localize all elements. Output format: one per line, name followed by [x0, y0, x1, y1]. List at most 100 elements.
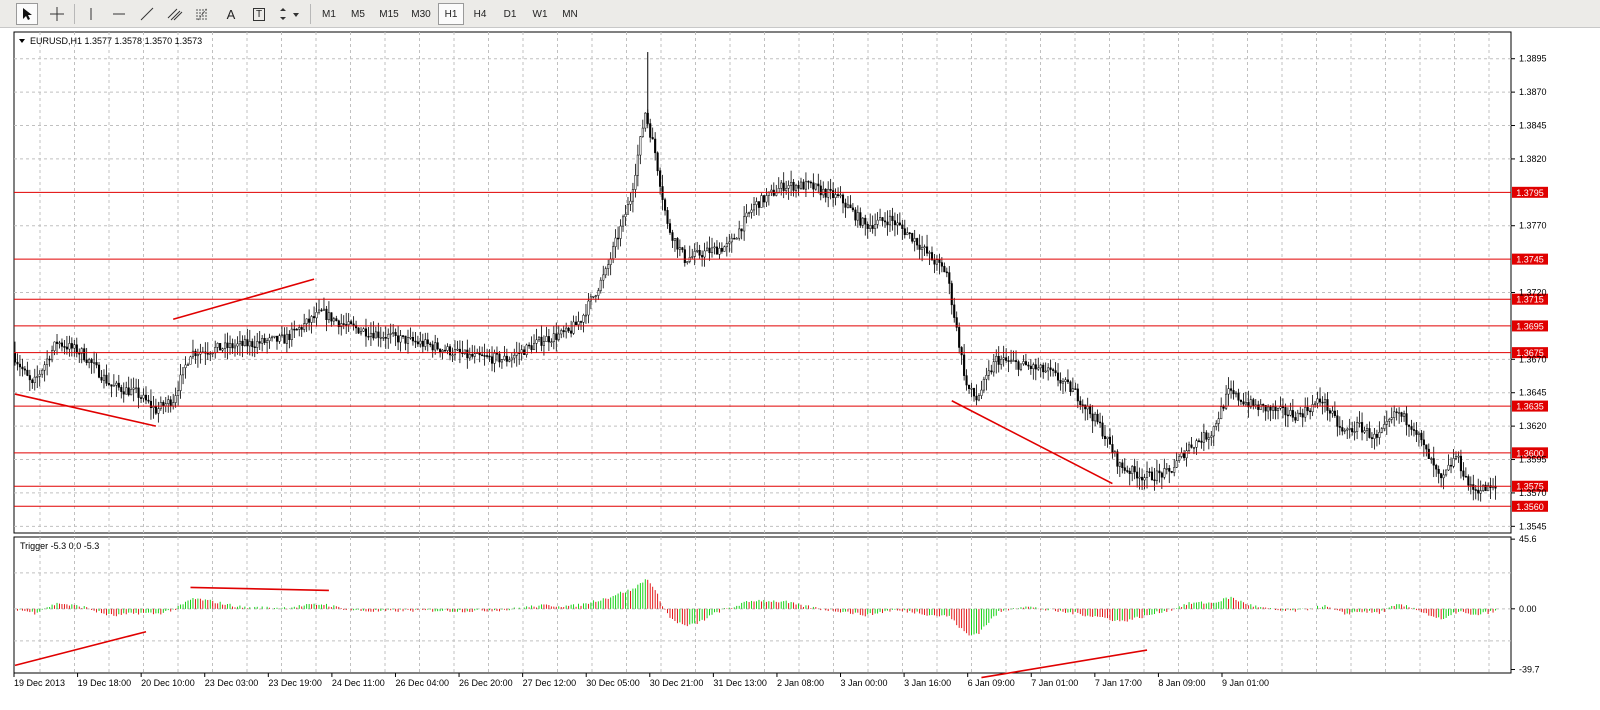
timeframe-mn[interactable]: MN	[562, 8, 578, 20]
timeframe-w1[interactable]: W1	[532, 8, 548, 20]
trendline[interactable]	[190, 586, 329, 592]
candle-body	[1306, 407, 1309, 412]
timeframe-m5[interactable]: M5	[351, 8, 365, 20]
candle-body	[723, 246, 726, 252]
candle-body	[1136, 471, 1139, 479]
timeframe-h4[interactable]: H4	[473, 8, 487, 20]
fibonacci-icon	[196, 7, 208, 21]
trendline[interactable]	[981, 649, 1148, 679]
candle-body	[802, 181, 805, 190]
timeframe-m1[interactable]: M1	[322, 8, 336, 20]
candle-body	[1464, 476, 1467, 478]
candle-body	[127, 387, 130, 396]
trendline[interactable]	[14, 630, 147, 667]
equidistant-channel-tool[interactable]	[164, 3, 186, 25]
candle-body	[357, 327, 360, 334]
timeframe-h1[interactable]: H1	[438, 3, 464, 25]
fibonacci-tool[interactable]	[192, 3, 214, 25]
level-label: 1.3575	[1516, 482, 1544, 492]
vertical-line-tool[interactable]	[80, 3, 102, 25]
candle-body	[367, 335, 370, 338]
candle-body	[901, 224, 904, 229]
candle-body	[1086, 406, 1089, 410]
timeframe-d1[interactable]: D1	[503, 8, 517, 20]
indicator-tick-label: 45.6	[1519, 534, 1537, 544]
candle-body	[1138, 476, 1141, 479]
candle-body	[500, 359, 503, 363]
candle-body	[859, 212, 862, 226]
candle-body	[1415, 430, 1418, 435]
candle-body	[1173, 467, 1176, 473]
time-axis: 19 Dec 2013 19 Dec 18:00 20 Dec 10:00 23 De…	[13, 673, 1269, 688]
candle-body	[965, 375, 968, 386]
candle-body	[780, 182, 783, 189]
text-label-tool[interactable]: T	[248, 3, 270, 25]
candle-body	[698, 250, 701, 256]
candle-body	[537, 336, 541, 341]
candle-body	[1375, 433, 1378, 438]
candle-body	[63, 346, 66, 348]
chart-canvas[interactable]: 1.3795 1.3745 1.3715 1.3695 1.3675 1.3635 1.36…	[0, 28, 1600, 710]
candle-body	[911, 233, 914, 242]
candle-body	[102, 374, 106, 381]
candle-body	[48, 358, 51, 361]
candle-body	[678, 247, 681, 250]
trendline[interactable]	[14, 393, 157, 427]
candle-body	[1066, 379, 1069, 383]
indicator-pane[interactable]	[13, 536, 1512, 674]
candle-body	[224, 342, 227, 349]
candle-body	[1168, 468, 1171, 472]
chart-window[interactable]: 1.3795 1.3745 1.3715 1.3695 1.3675 1.3635 1.36…	[0, 28, 1600, 710]
candle-body	[1056, 372, 1060, 381]
candle-body	[691, 256, 694, 258]
candle-body	[157, 408, 160, 414]
candle-body	[683, 249, 686, 263]
candle-body	[221, 348, 224, 351]
text-tool[interactable]: A	[220, 3, 242, 25]
cursor-tool[interactable]	[16, 3, 38, 25]
crosshair-tool[interactable]	[46, 3, 68, 25]
candle-body	[38, 373, 41, 377]
candle-body	[918, 244, 921, 250]
candle-body	[1081, 404, 1084, 406]
candle-body	[597, 290, 600, 296]
candle-body	[58, 342, 61, 345]
horizontal-line-tool[interactable]	[108, 3, 130, 25]
candle-body	[483, 355, 486, 357]
level-label-bg	[1512, 293, 1548, 305]
price-tick-label: 1.3895	[1519, 54, 1547, 64]
chart-header-dropdown-icon[interactable]	[19, 39, 25, 43]
time-tick-label: 23 Dec 19:00	[268, 678, 322, 688]
candle-body	[1333, 410, 1336, 417]
text-A-icon: A	[226, 6, 236, 22]
candle-body	[943, 266, 946, 273]
level-label: 1.3695	[1516, 321, 1544, 331]
candle-body	[419, 340, 422, 345]
candle-body	[1304, 407, 1307, 418]
candle-body	[733, 237, 736, 240]
arrows-tool[interactable]	[276, 3, 304, 25]
main-price-pane[interactable]	[13, 31, 1512, 534]
candle-body	[636, 154, 639, 176]
candle-body	[60, 342, 64, 347]
trendline-tool[interactable]	[136, 3, 158, 25]
timeframe-m15[interactable]: M15	[379, 8, 399, 20]
candle-body	[21, 366, 24, 370]
trendline[interactable]	[172, 278, 315, 321]
candle-body	[387, 334, 390, 339]
trendline[interactable]	[951, 400, 1113, 485]
candle-body	[174, 395, 177, 403]
candle-body	[231, 343, 234, 349]
candle-body	[273, 335, 276, 338]
timeframe-m30[interactable]: M30	[411, 8, 431, 20]
candle-body	[577, 321, 580, 326]
candle-body	[1049, 367, 1052, 370]
candle-body	[23, 368, 26, 371]
candle-body	[1084, 404, 1087, 410]
candle-body	[389, 333, 392, 335]
candle-body	[402, 335, 405, 337]
candle-body	[703, 250, 706, 258]
candle-body	[80, 348, 83, 354]
candle-body	[592, 295, 595, 298]
candle-body	[142, 394, 145, 399]
